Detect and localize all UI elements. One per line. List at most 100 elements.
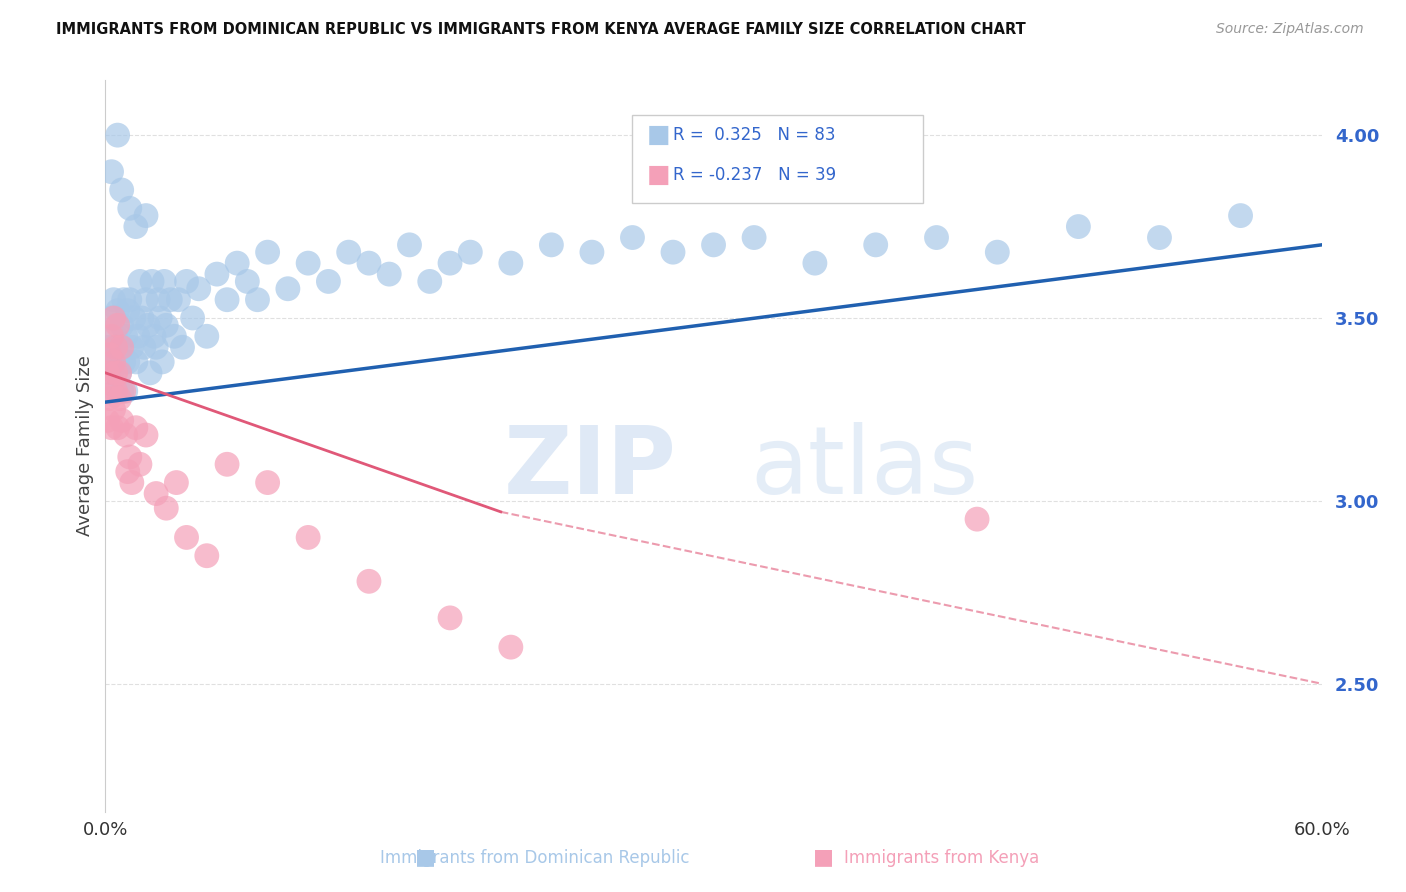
Point [439, 256, 461, 270]
Point [103, 293, 125, 307]
Point [205, 267, 228, 281]
Point [104, 384, 127, 399]
Point [108, 366, 131, 380]
Point [149, 311, 172, 326]
Point [145, 486, 167, 500]
Point [100, 329, 122, 343]
Point [143, 329, 166, 343]
Point [986, 245, 1008, 260]
Point [100, 376, 122, 391]
Point [127, 329, 149, 343]
Point [419, 275, 441, 289]
Point [662, 245, 685, 260]
Point [155, 501, 177, 516]
Point [122, 311, 145, 326]
Point [112, 293, 135, 307]
Point [108, 366, 131, 380]
Point [104, 384, 127, 399]
Text: R = -0.237   N = 39: R = -0.237 N = 39 [673, 167, 837, 185]
Point [337, 245, 360, 260]
Point [114, 428, 136, 442]
Point [540, 238, 562, 252]
Point [129, 458, 152, 472]
Point [125, 420, 148, 434]
Point [1229, 209, 1251, 223]
Point [111, 384, 134, 399]
Point [121, 340, 143, 354]
Point [804, 256, 827, 270]
Point [112, 355, 135, 369]
Point [100, 366, 122, 380]
Point [499, 640, 522, 655]
Point [165, 475, 187, 490]
Point [167, 293, 190, 307]
Point [112, 384, 135, 399]
Point [146, 293, 169, 307]
Point [104, 329, 127, 343]
Point [256, 245, 278, 260]
Point [499, 256, 522, 270]
Point [865, 238, 887, 252]
Point [100, 165, 122, 179]
Point [236, 275, 259, 289]
Point [398, 238, 420, 252]
Point [118, 202, 141, 216]
Text: ■: ■ [813, 847, 834, 867]
Point [226, 256, 249, 270]
Point [181, 311, 204, 326]
Point [925, 230, 948, 244]
Point [132, 340, 155, 354]
Point [172, 340, 194, 354]
Point [357, 256, 380, 270]
Point [135, 428, 157, 442]
Point [111, 318, 134, 333]
Text: Source: ZipAtlas.com: Source: ZipAtlas.com [1216, 22, 1364, 37]
Point [108, 340, 131, 354]
Point [378, 267, 401, 281]
Point [1149, 230, 1171, 244]
Point [136, 318, 159, 333]
Point [1067, 219, 1090, 234]
Point [195, 549, 218, 563]
Point [357, 574, 380, 589]
Point [217, 458, 239, 472]
Point [135, 293, 157, 307]
Point [114, 384, 136, 399]
Point [100, 420, 122, 434]
Point [297, 530, 319, 544]
Point [141, 275, 163, 289]
Point [107, 420, 129, 434]
Point [125, 219, 148, 234]
Point [108, 392, 131, 406]
Point [114, 329, 136, 343]
Point [111, 340, 134, 354]
Point [98, 392, 121, 406]
Point [104, 340, 127, 354]
Text: Immigrants from Kenya: Immigrants from Kenya [845, 849, 1039, 867]
Point [100, 311, 122, 326]
Point [104, 366, 127, 380]
Text: ■: ■ [647, 163, 671, 187]
Point [107, 303, 129, 318]
Point [297, 256, 319, 270]
Point [187, 282, 209, 296]
Point [103, 355, 125, 369]
Point [121, 475, 143, 490]
Point [118, 293, 141, 307]
Text: IMMIGRANTS FROM DOMINICAN REPUBLIC VS IMMIGRANTS FROM KENYA AVERAGE FAMILY SIZE : IMMIGRANTS FROM DOMINICAN REPUBLIC VS IM… [56, 22, 1026, 37]
Point [118, 450, 141, 464]
Text: R =  0.325   N = 83: R = 0.325 N = 83 [673, 126, 837, 145]
Point [217, 293, 239, 307]
Point [98, 348, 121, 362]
Point [145, 340, 167, 354]
Point [581, 245, 603, 260]
Point [256, 475, 278, 490]
Text: ■: ■ [647, 123, 671, 147]
Point [150, 355, 173, 369]
Point [702, 238, 725, 252]
Point [96, 355, 118, 369]
Point [103, 311, 125, 326]
Text: Immigrants from Dominican Republic: Immigrants from Dominican Republic [380, 849, 689, 867]
Point [318, 275, 340, 289]
Point [117, 465, 139, 479]
